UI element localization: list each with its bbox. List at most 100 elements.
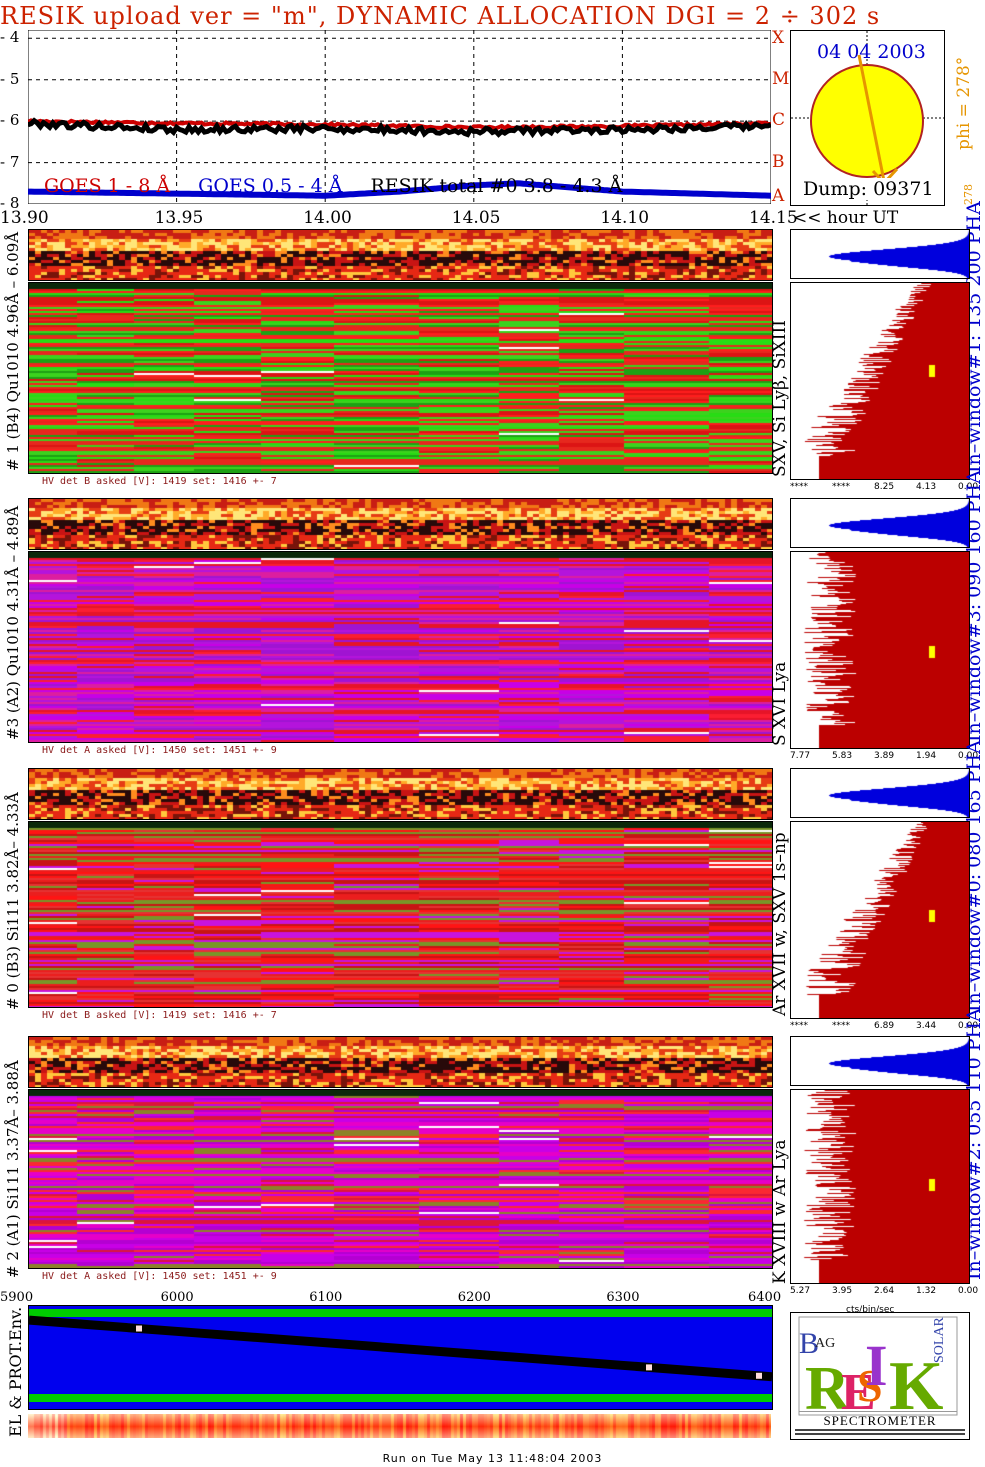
channel-label-ch1: # 1 (B4) Qu1010 4.96Å – 6.09Å xyxy=(4,231,22,471)
channel-lines-ch0: Ar XVII w, SXV 1s–np xyxy=(770,832,790,1016)
env-x-tick: 6100 xyxy=(309,1290,343,1305)
hist-axis-label-ch0: **** xyxy=(832,1021,850,1031)
flare-class-label: C xyxy=(772,110,786,131)
channel-label-ch2: # 2 (A1) Si111 3.37Å– 3.88Å xyxy=(4,1060,22,1278)
hist-axis-label-ch2: 1.32 xyxy=(916,1286,937,1296)
env-colorbar xyxy=(28,1414,771,1438)
flare-class-label: X xyxy=(772,28,785,48)
env-bottom-band xyxy=(29,1394,772,1402)
hist-red-canvas xyxy=(791,283,969,479)
channel-lines-ch1: SXV, Si Lyβ, SiXIII xyxy=(770,320,790,477)
lightcurve-legend: GOES 1 - 8 Å GOES 0.5 - 4 Å RESIK total … xyxy=(44,175,644,197)
hist-axis-label-ch2: 3.95 xyxy=(832,1286,853,1296)
hist-red-canvas xyxy=(791,552,969,748)
env-x-tick: 6200 xyxy=(457,1290,491,1305)
hist-axis-label-ch1: **** xyxy=(790,482,808,492)
channel-lines-ch2: K XVIII w Ar Lya xyxy=(770,1139,790,1284)
spectrogram-top-ch3 xyxy=(28,498,773,550)
hist-red-ch1 xyxy=(790,282,970,480)
lightcurve-x-tick: 13.90 xyxy=(0,208,49,228)
series-resik-total xyxy=(28,117,771,139)
hist-axis-label-ch2: 5.27 xyxy=(790,1286,811,1296)
hist-red-ch3 xyxy=(790,551,970,749)
hist-red-canvas xyxy=(791,822,969,1018)
env-marker xyxy=(646,1364,652,1371)
logo-solar-glyph: SOLAR xyxy=(932,1316,947,1363)
hist-red-ch2 xyxy=(790,1089,970,1284)
hist-axis-label-ch1: 4.13 xyxy=(916,482,937,492)
sun-phi: phi = 278° xyxy=(954,56,974,150)
hist-axis-label-ch2: 0.00 xyxy=(958,1286,979,1296)
env-colorbar-canvas xyxy=(28,1414,771,1438)
spectrogram-top-canvas xyxy=(29,769,772,819)
lightcurve-y-tick: - 8 xyxy=(0,194,20,212)
series-goes-short xyxy=(28,180,771,199)
lightcurve-x-tick: 14.15 xyxy=(749,208,798,228)
hist-axis-label-ch0: 3.44 xyxy=(916,1021,937,1031)
lightcurve-y-tick: - 6 xyxy=(0,111,20,130)
spectrogram-top-ch1 xyxy=(28,229,773,281)
hist-axis-label-ch1: 8.25 xyxy=(874,482,895,492)
hist-red-canvas xyxy=(791,1090,969,1283)
hist-axis-label-ch1: **** xyxy=(832,482,850,492)
lightcurve-y-tick: - 4 xyxy=(0,28,20,47)
hist-blue-ch1 xyxy=(790,229,970,279)
legend-goes-short: GOES 0.5 - 4 Å xyxy=(198,175,343,197)
spectrogram-main-canvas xyxy=(29,822,772,1007)
env-label: EL & PROT.Env. xyxy=(6,1306,25,1437)
hist-blue-ch2 xyxy=(790,1036,970,1086)
spectrogram-main-ch2 xyxy=(28,1089,773,1269)
flare-class-label: B xyxy=(772,151,785,172)
spectrogram-top-canvas xyxy=(29,1037,772,1087)
spectrogram-main-ch3 xyxy=(28,551,773,743)
hist-axis-label-ch3: 3.89 xyxy=(874,751,895,761)
env-top-band xyxy=(29,1309,772,1317)
sun-svg xyxy=(791,31,944,205)
lightcurve-y-tick: - 5 xyxy=(0,69,20,88)
lightcurve-chart xyxy=(28,30,771,204)
sun-disk xyxy=(810,64,924,178)
logo-s-glyph: S xyxy=(857,1360,883,1411)
hist-axis-label-ch3: 1.94 xyxy=(916,751,937,761)
hist-axis-label-ch0: 6.89 xyxy=(874,1021,895,1031)
lightcurve-x-unit: << hour UT xyxy=(793,208,899,228)
lightcurve-svg xyxy=(28,30,771,204)
logo-bag-glyph: B xyxy=(799,1327,819,1360)
spectrogram-main-ch0 xyxy=(28,821,773,1008)
spectrogram-top-canvas xyxy=(29,499,772,549)
logo-k-glyph: K xyxy=(889,1348,943,1425)
logo-subtitle: SPECTROMETER xyxy=(823,1413,936,1428)
env-x-tick: 6000 xyxy=(160,1290,194,1305)
env-marker xyxy=(136,1325,142,1332)
series-goes-long xyxy=(28,118,771,131)
hist-blue-canvas xyxy=(791,769,969,817)
logo-i-glyph: I xyxy=(865,1333,888,1398)
resik-logo: B AG R E S I K SOLAR SPECTROMETER xyxy=(790,1312,970,1440)
flare-class-label: A xyxy=(772,186,785,206)
hist-axis-label-ch3: 7.77 xyxy=(790,751,811,761)
flare-class-label: M xyxy=(772,68,790,89)
lightcurve-x-tick: 14.10 xyxy=(600,208,650,228)
env-svg xyxy=(29,1306,772,1409)
channel-label-ch0: # 0 (B3) Si111 3.82Å– 4.33Å xyxy=(4,792,22,1010)
lightcurve-y-tick: - 7 xyxy=(0,152,20,171)
hist-red-ch0 xyxy=(790,821,970,1019)
spectrogram-top-canvas xyxy=(29,230,772,280)
spectrogram-top-ch2 xyxy=(28,1036,773,1088)
env-marker xyxy=(756,1372,762,1379)
run-footer: Run on Tue May 13 11:48:04 2003 xyxy=(382,1452,603,1465)
sun-axis xyxy=(857,54,886,182)
spectrogram-top-ch0 xyxy=(28,768,773,820)
legend-resik-total: RESIK total #0 3.8 - 4.3 Å xyxy=(370,175,623,197)
lightcurve-x-tick: 14.05 xyxy=(451,208,501,228)
hist-axis-label-ch3: 0.00 xyxy=(958,751,979,761)
hist-blue-canvas xyxy=(791,499,969,547)
hist-blue-canvas xyxy=(791,1037,969,1085)
spectrogram-main-ch1 xyxy=(28,282,773,474)
channel-label-ch3: #3 (A2) Qu1010 4.31Å – 4.89Å xyxy=(4,505,22,740)
env-x-tick: 5900 xyxy=(0,1290,34,1305)
sun-dump: Dump: 09371 xyxy=(801,178,936,200)
hv-status-ch3: HV det A asked [V]: 1450 set: 1451 +- 9 xyxy=(42,745,277,756)
hist-blue-canvas xyxy=(791,230,969,278)
logo-bag-rest: AG xyxy=(815,1336,835,1351)
